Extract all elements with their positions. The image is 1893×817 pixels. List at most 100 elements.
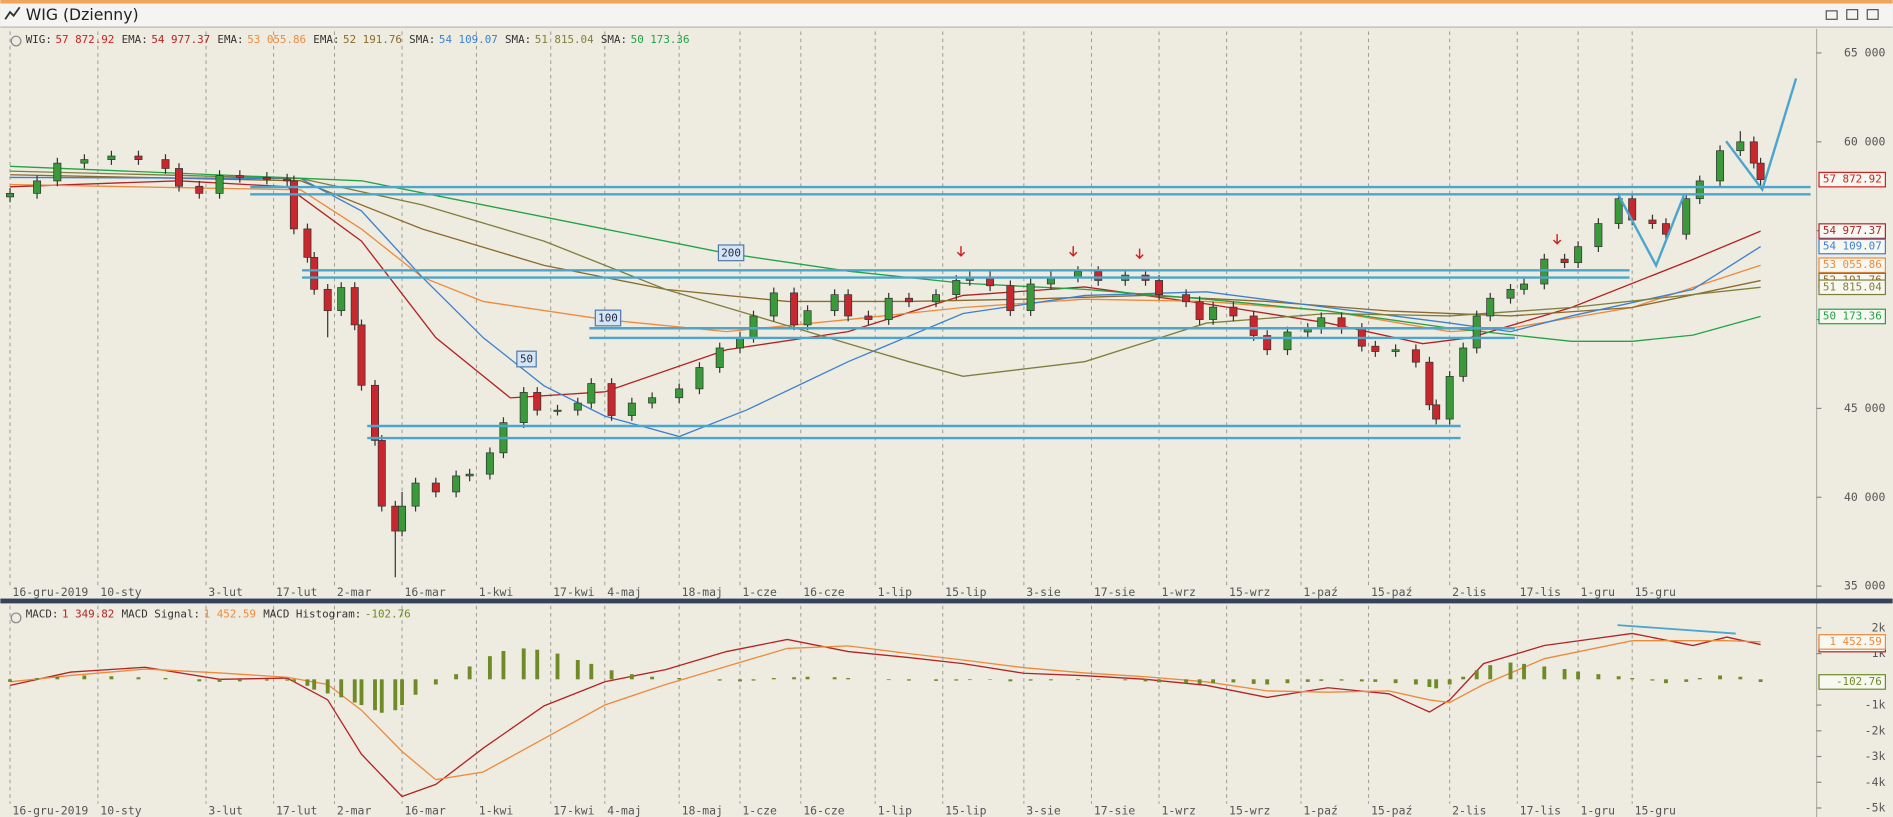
legend-name: SMA: bbox=[505, 33, 531, 46]
y-tick-label: -5k bbox=[1865, 800, 1886, 814]
legend-value: 1 349.82 bbox=[62, 607, 114, 620]
histogram-bar bbox=[8, 679, 12, 682]
histogram-bar bbox=[1373, 679, 1378, 682]
last-value-label: 50 173.36 bbox=[1823, 309, 1882, 322]
candle-body bbox=[803, 310, 812, 326]
legend-name: WIG: bbox=[26, 33, 52, 46]
histogram-bar bbox=[988, 679, 993, 680]
candle-body bbox=[134, 155, 143, 160]
histogram-bar bbox=[82, 675, 87, 680]
legend-name: EMA: bbox=[313, 33, 339, 46]
candle-body bbox=[1263, 335, 1272, 351]
histogram-bar bbox=[352, 679, 357, 703]
candle-body bbox=[1425, 361, 1434, 406]
histogram-bar bbox=[1738, 676, 1743, 680]
y-tick-label: -4k bbox=[1865, 775, 1886, 789]
y-tick-label: -3k bbox=[1865, 749, 1886, 763]
histogram-bar bbox=[1522, 663, 1526, 680]
title-bar bbox=[0, 3, 1893, 27]
candle-body bbox=[262, 177, 271, 180]
x-tick-label: 16-cze bbox=[803, 585, 844, 599]
histogram-bar bbox=[393, 679, 398, 711]
candle-body bbox=[830, 294, 839, 312]
x-tick-label: 16-cze bbox=[803, 803, 844, 817]
legend-name: EMA: bbox=[122, 33, 148, 46]
candle-body bbox=[864, 315, 873, 320]
histogram-bar bbox=[792, 677, 796, 680]
annotation-box bbox=[594, 309, 622, 327]
candle-body bbox=[1459, 347, 1468, 377]
candle-body bbox=[844, 294, 853, 317]
candle-body bbox=[1540, 258, 1549, 285]
histogram-bar bbox=[886, 679, 891, 681]
histogram-bar bbox=[1413, 679, 1418, 685]
histogram-bar bbox=[717, 679, 722, 681]
x-tick-label: 17-kwi bbox=[553, 803, 594, 817]
histogram-bar bbox=[1096, 679, 1101, 680]
legend-value: 1 452.59 bbox=[204, 607, 256, 620]
restore-button[interactable] bbox=[1846, 9, 1859, 20]
candle-body bbox=[161, 159, 170, 169]
last-value-label: 1 452.59 bbox=[1829, 635, 1881, 648]
histogram-bar bbox=[1076, 679, 1080, 681]
x-tick-label: 1-lip bbox=[878, 585, 913, 599]
legend-name: MACD Signal: bbox=[122, 607, 200, 620]
histogram-bar bbox=[1650, 679, 1655, 681]
histogram-bar bbox=[1576, 671, 1581, 680]
candle-body bbox=[1560, 258, 1569, 264]
minimize-button[interactable] bbox=[1825, 10, 1838, 20]
candle-body bbox=[283, 178, 292, 182]
window-buttons[interactable] bbox=[1825, 9, 1879, 20]
maximize-button[interactable] bbox=[1866, 9, 1879, 20]
histogram-bar bbox=[677, 678, 682, 680]
labels: 16-gru-2019 10-sty 3-lut 17-lut 2-mar 16-mar 1… bbox=[12, 33, 1886, 817]
histogram-bar bbox=[1488, 665, 1493, 680]
y-tick-label: 40 000 bbox=[1844, 490, 1885, 504]
annotation: 50 bbox=[520, 353, 533, 366]
y-tick-label: 45 000 bbox=[1844, 401, 1885, 415]
drawings: 200 100 50 bbox=[250, 78, 1811, 635]
window-title: WIG (Dzienny) bbox=[26, 5, 139, 24]
legend-name: MACD: bbox=[26, 607, 59, 620]
x-tick-label: 17-sie bbox=[1094, 585, 1135, 599]
x-tick-label: 1-paź bbox=[1303, 803, 1337, 817]
histogram-bar bbox=[413, 679, 418, 695]
x-tick-label: 1-gru bbox=[1581, 585, 1615, 599]
y-tick-label: 35 000 bbox=[1844, 579, 1885, 593]
candle-body bbox=[398, 505, 407, 532]
histogram-bar bbox=[1211, 679, 1216, 684]
histogram-bar bbox=[1393, 679, 1398, 684]
candle-body bbox=[1506, 288, 1515, 299]
histogram-bar bbox=[589, 663, 594, 680]
histogram-bar bbox=[217, 679, 222, 682]
histogram-bar bbox=[501, 651, 506, 680]
histogram-bar bbox=[1265, 679, 1270, 685]
legend-value: 50 173.36 bbox=[631, 33, 690, 46]
histogram-bar bbox=[312, 679, 317, 690]
candle-body bbox=[1073, 271, 1082, 278]
legend-value: 51 815.04 bbox=[535, 33, 594, 46]
candle-body bbox=[1249, 315, 1258, 336]
legend-value: 57 872.92 bbox=[55, 33, 114, 46]
last-value-label: 54 109.07 bbox=[1823, 240, 1882, 253]
candle-body bbox=[790, 292, 799, 326]
legend-value: 54 109.07 bbox=[439, 33, 498, 46]
histogram-bar bbox=[1197, 679, 1202, 684]
annotation: 100 bbox=[598, 312, 618, 325]
candle-body bbox=[303, 228, 312, 258]
histogram-bar bbox=[1461, 676, 1466, 680]
candle-body bbox=[371, 384, 379, 441]
histogram-bar bbox=[359, 679, 364, 706]
histogram-bar bbox=[1143, 679, 1148, 682]
x-tick-label: 2-lis bbox=[1452, 803, 1486, 817]
x-tick-label: 1-cze bbox=[742, 585, 777, 599]
histogram-bar bbox=[373, 679, 377, 711]
histogram-bar bbox=[237, 679, 242, 682]
last-value-box bbox=[1818, 674, 1886, 690]
histogram-bar bbox=[379, 679, 384, 713]
grid bbox=[9, 31, 1822, 809]
x-tick-label: 17-lis bbox=[1520, 585, 1561, 599]
candle-body bbox=[519, 392, 528, 423]
